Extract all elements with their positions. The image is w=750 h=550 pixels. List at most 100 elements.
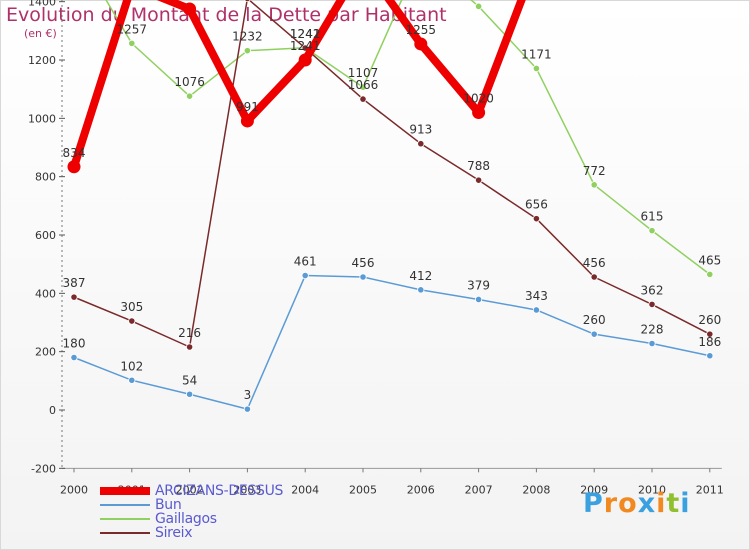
- data-label: 186: [698, 335, 721, 349]
- data-point: [532, 306, 541, 314]
- y-tick-label: 200: [35, 346, 56, 359]
- data-point: [474, 176, 483, 184]
- data-label: 228: [641, 323, 664, 337]
- data-point: [301, 271, 309, 280]
- data-label: 772: [583, 164, 606, 178]
- x-tick-label: 2008: [522, 483, 550, 496]
- data-label: 305: [120, 300, 143, 314]
- data-label: 456: [583, 256, 606, 270]
- data-point: [70, 353, 78, 362]
- data-label: 1375: [174, 0, 205, 2]
- data-label: 1066: [348, 78, 379, 92]
- data-label: 1107: [348, 66, 379, 80]
- data-point: [244, 0, 251, 3]
- logo-letter: o: [618, 488, 638, 519]
- data-label: 1241: [290, 27, 321, 41]
- x-tick-label: 2007: [465, 483, 493, 496]
- proxiti-logo: Proxiti: [583, 488, 691, 519]
- data-label: 102: [120, 359, 143, 373]
- y-tick-label: 0: [49, 404, 56, 417]
- data-point: [474, 295, 483, 304]
- y-tick-label: 1200: [28, 54, 56, 67]
- data-label: 1242: [290, 27, 321, 41]
- legend-swatch: [100, 487, 150, 495]
- data-point: [359, 83, 367, 91]
- data-point: [298, 53, 312, 67]
- logo-letter: x: [637, 488, 657, 519]
- x-tick-label: 2011: [696, 483, 724, 496]
- data-label: 54: [182, 373, 197, 387]
- x-tick-label: 2010: [638, 483, 666, 496]
- y-tick-label: 400: [35, 287, 56, 300]
- data-label: 1257: [117, 22, 148, 36]
- legend-label: Gaillagos: [155, 511, 217, 527]
- x-tick-label: 2002: [176, 483, 204, 496]
- data-point: [532, 64, 541, 73]
- data-point: [128, 39, 136, 47]
- data-point: [359, 95, 367, 103]
- series-line-bun: [73, 274, 711, 410]
- logo-letter: P: [583, 488, 604, 519]
- y-tick-label: 1400: [28, 0, 56, 9]
- legend-item-gaillagos: Gaillagos: [100, 511, 400, 527]
- data-point: [706, 270, 714, 278]
- data-label: 456: [352, 256, 375, 270]
- x-tick-label: 2009: [580, 483, 608, 496]
- data-label: 615: [641, 210, 664, 224]
- legend-item-sireix: Sireix: [100, 525, 400, 541]
- data-point: [243, 47, 251, 55]
- logo-letter: r: [603, 488, 619, 519]
- data-label: 260: [583, 313, 606, 327]
- data-point: [128, 376, 136, 384]
- data-label: 465: [698, 253, 721, 267]
- legend-item-arcizans-dessus: ARCIZANS-DESSUS: [100, 483, 400, 499]
- data-point: [590, 273, 598, 281]
- y-tick-label: -200: [31, 462, 56, 475]
- data-point: [414, 37, 428, 51]
- chart-unit: (en €): [24, 27, 57, 40]
- data-label: 656: [525, 198, 548, 212]
- legend-label: Bun: [155, 497, 182, 513]
- data-point: [186, 390, 194, 398]
- y-tick-label: 800: [35, 171, 56, 184]
- x-tick-label: 2005: [349, 483, 377, 496]
- data-label: 216: [178, 326, 201, 340]
- data-label: 991: [236, 100, 259, 114]
- x-tick-label: 2003: [233, 483, 261, 496]
- data-label: 1020: [463, 92, 494, 106]
- legend: ARCIZANS-DESSUS Bun Gaillagos Sireix: [100, 483, 400, 541]
- data-point: [648, 339, 656, 348]
- data-label: 1171: [521, 47, 552, 61]
- data-point: [70, 293, 78, 301]
- y-tick-label: 600: [35, 229, 56, 242]
- legend-swatch: [100, 532, 150, 534]
- data-point: [183, 2, 197, 16]
- x-tick-label: 2000: [60, 483, 88, 496]
- data-label: 461: [294, 255, 317, 269]
- x-tick-label: 2004: [291, 483, 319, 496]
- data-label: 180: [63, 337, 86, 351]
- x-tick-label: 2006: [407, 483, 435, 496]
- data-point: [243, 405, 251, 413]
- legend-label: ARCIZANS-DESSUS: [155, 483, 284, 499]
- series-line-sireix: [73, 0, 711, 348]
- data-point: [186, 92, 194, 100]
- series-line-arcizans-dessus: [70, 0, 526, 171]
- data-label: 1241: [290, 39, 321, 53]
- data-label: 387: [63, 276, 86, 290]
- data-point: [186, 343, 194, 351]
- legend-swatch: [100, 518, 150, 520]
- series-line-gaillagos: [105, 0, 711, 276]
- data-point: [128, 317, 136, 325]
- data-label: 1255: [406, 23, 437, 37]
- data-label: 913: [409, 123, 432, 137]
- data-point: [417, 286, 425, 294]
- data-label: 412: [409, 269, 432, 283]
- data-point: [590, 181, 598, 189]
- data-label: 1076: [174, 75, 205, 89]
- data-label: 788: [467, 159, 490, 173]
- legend-item-bun: Bun: [100, 497, 400, 513]
- data-label: 343: [525, 289, 548, 303]
